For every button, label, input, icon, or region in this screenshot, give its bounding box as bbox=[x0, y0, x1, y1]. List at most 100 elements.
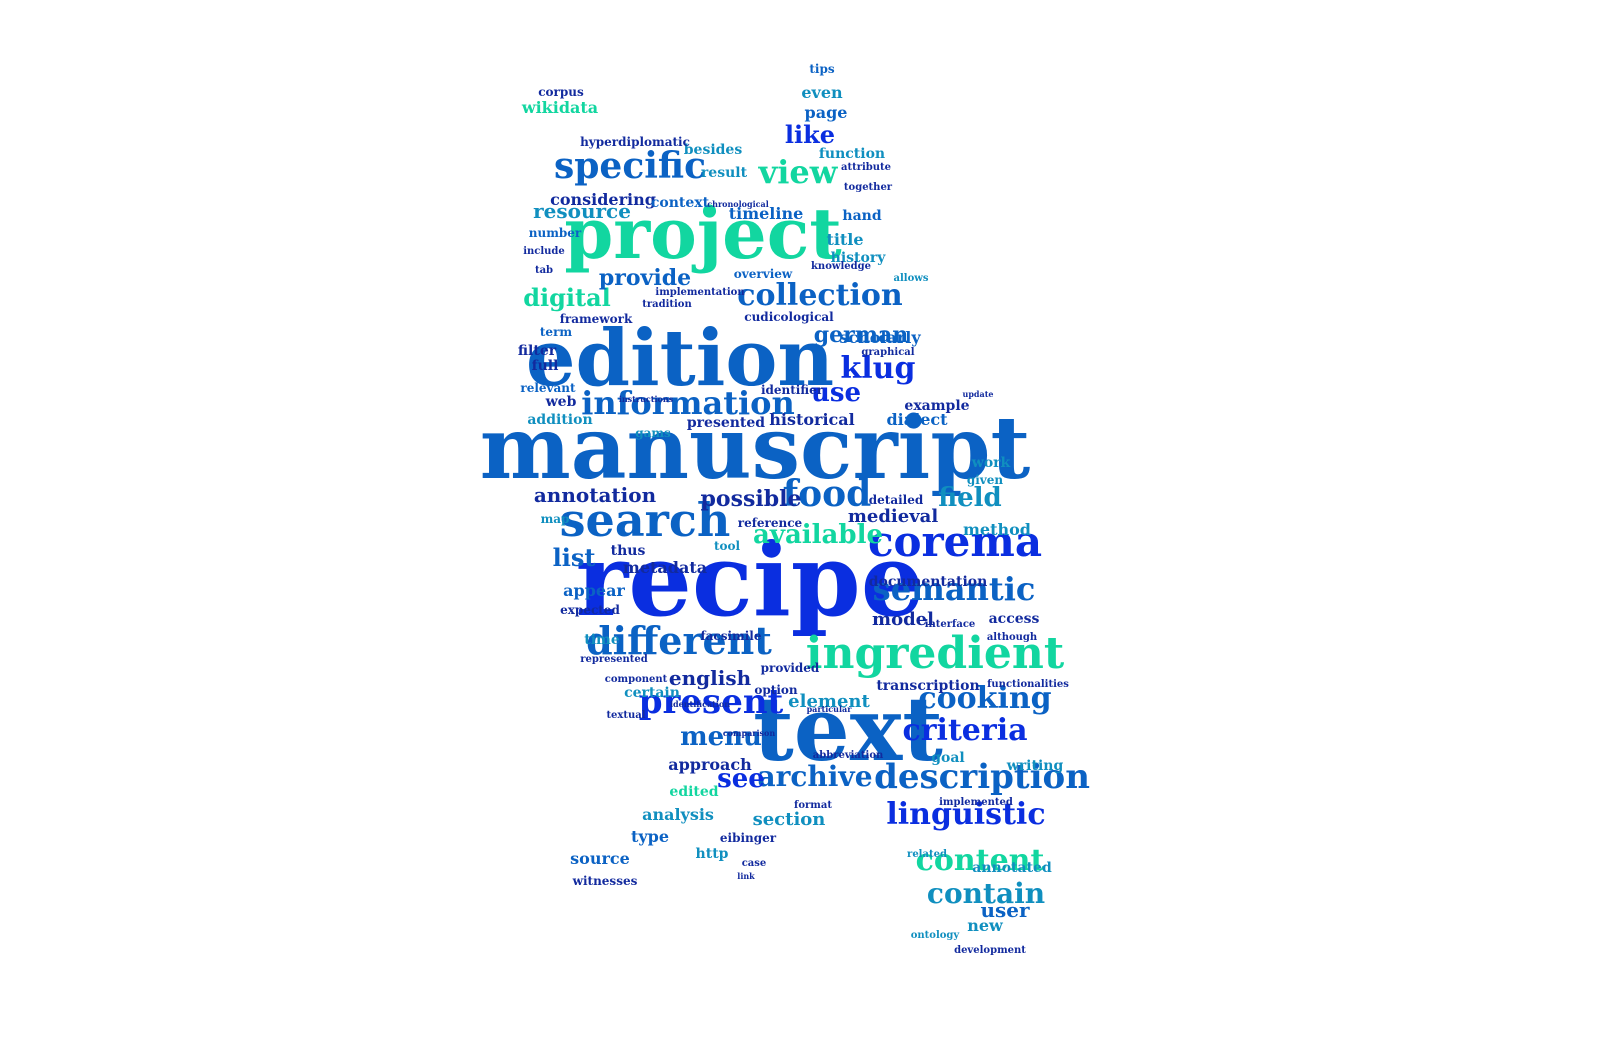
word-content: content bbox=[916, 843, 1045, 878]
word-comparison: comparison bbox=[723, 728, 776, 738]
word-full: full bbox=[532, 358, 559, 374]
word-menu: menu bbox=[680, 722, 762, 752]
word-linguistic: linguistic bbox=[886, 797, 1045, 832]
word-filter: filter bbox=[518, 343, 557, 359]
word-facsimile: facsimile bbox=[700, 629, 761, 643]
word-manuscript: manuscript bbox=[480, 398, 1031, 499]
word-context: context bbox=[651, 195, 710, 211]
word-collection: collection bbox=[737, 278, 903, 313]
word-development: development bbox=[954, 945, 1026, 956]
word-semantic: semantic bbox=[873, 570, 1036, 608]
word-historical: historical bbox=[769, 410, 854, 429]
word-web: web bbox=[545, 394, 577, 410]
word-history: history bbox=[831, 250, 887, 266]
word-goal: goal bbox=[931, 750, 965, 766]
word-different: different bbox=[586, 618, 772, 663]
word-model: model bbox=[872, 609, 934, 630]
word-edition: edition bbox=[526, 313, 834, 404]
word-see: see bbox=[717, 764, 765, 794]
word-reference: reference bbox=[738, 516, 803, 530]
word-eibinger: eibinger bbox=[720, 831, 777, 845]
word-scholarly: scholarly bbox=[839, 328, 921, 347]
word-particular: particular bbox=[807, 704, 853, 714]
word-timeline: timeline bbox=[729, 204, 804, 223]
word-textual: textual bbox=[606, 710, 645, 721]
word-interface: interface bbox=[925, 619, 976, 630]
word-digital: digital bbox=[523, 283, 611, 312]
word-component: component bbox=[605, 674, 668, 685]
word-criteria: criteria bbox=[902, 713, 1027, 748]
word-tool: tool bbox=[714, 539, 741, 553]
word-transcription: transcription bbox=[876, 678, 979, 694]
word-field: field bbox=[938, 483, 1002, 513]
word-provide: provide bbox=[599, 265, 691, 291]
word-possible: possible bbox=[701, 486, 802, 512]
word-format: format bbox=[794, 800, 832, 811]
word-cudicological: cudicological bbox=[744, 310, 834, 324]
word-hand: hand bbox=[842, 208, 881, 224]
word-instructions: instructions bbox=[619, 394, 674, 404]
word-tips: tips bbox=[809, 62, 834, 76]
word-annotation: annotation bbox=[534, 483, 657, 507]
word-given: given bbox=[967, 473, 1004, 487]
word-update: update bbox=[963, 389, 994, 399]
word-specific: specific bbox=[554, 145, 706, 187]
word-tradition: tradition bbox=[642, 299, 692, 310]
word-knowledge: knowledge bbox=[811, 261, 871, 272]
word-annotated: annotated bbox=[972, 860, 1052, 876]
word-even: even bbox=[801, 83, 843, 102]
word-although: although bbox=[987, 632, 1038, 643]
word-case: case bbox=[742, 858, 767, 869]
word-corema: corema bbox=[868, 517, 1042, 566]
word-corpus: corpus bbox=[538, 85, 584, 99]
word-abbreviation: abbreviation bbox=[813, 750, 884, 761]
word-link: link bbox=[737, 871, 755, 881]
word-user: user bbox=[980, 898, 1030, 922]
word-gams: gams bbox=[635, 426, 671, 440]
word-wikidata: wikidata bbox=[521, 98, 598, 117]
word-search: search bbox=[560, 493, 731, 547]
word-recipe: recipe bbox=[576, 521, 925, 639]
word-metadata: metadata bbox=[623, 558, 707, 577]
word-include: include bbox=[523, 246, 565, 257]
word-together: together bbox=[844, 182, 893, 193]
word-framework: framework bbox=[560, 312, 633, 326]
word-http: http bbox=[696, 846, 729, 862]
word-like: like bbox=[785, 120, 835, 149]
word-available: available bbox=[753, 520, 883, 550]
word-relevant: relevant bbox=[520, 381, 576, 395]
word-provided: provided bbox=[761, 661, 820, 675]
word-implemented: implemented bbox=[939, 797, 1013, 808]
word-graphical: graphical bbox=[861, 347, 914, 358]
word-expected: expected bbox=[560, 603, 620, 617]
word-page: page bbox=[805, 103, 848, 122]
word-related: related bbox=[907, 849, 947, 860]
word-term: term bbox=[540, 325, 573, 339]
word-besides: besides bbox=[684, 142, 743, 158]
word-group: recipe manuscript text edition project search… bbox=[480, 62, 1090, 956]
word-detailed: detailed bbox=[869, 493, 924, 507]
word-archive: archive bbox=[757, 760, 872, 793]
word-food: food bbox=[783, 473, 872, 515]
word-contain: contain bbox=[927, 877, 1045, 910]
word-chronological: chronological bbox=[707, 199, 769, 209]
word-present: present bbox=[639, 682, 784, 722]
word-implementation: implementation bbox=[655, 287, 745, 298]
word-tab: tab bbox=[535, 265, 553, 276]
word-dialect: dialect bbox=[886, 410, 948, 429]
word-klug: klug bbox=[841, 351, 916, 386]
word-writing: writing bbox=[1006, 758, 1064, 774]
word-appear: appear bbox=[563, 581, 625, 600]
word-presented: presented bbox=[687, 415, 765, 431]
word-project: project bbox=[564, 192, 841, 275]
word-ontology: ontology bbox=[911, 930, 961, 941]
word-option: option bbox=[754, 683, 798, 697]
word-use: use bbox=[811, 378, 861, 408]
word-overview: overview bbox=[734, 267, 793, 281]
word-certain: certain bbox=[624, 685, 680, 701]
word-section: section bbox=[753, 809, 826, 830]
word-edited: edited bbox=[669, 784, 718, 800]
word-title: title bbox=[826, 230, 863, 249]
word-source: source bbox=[570, 849, 630, 868]
